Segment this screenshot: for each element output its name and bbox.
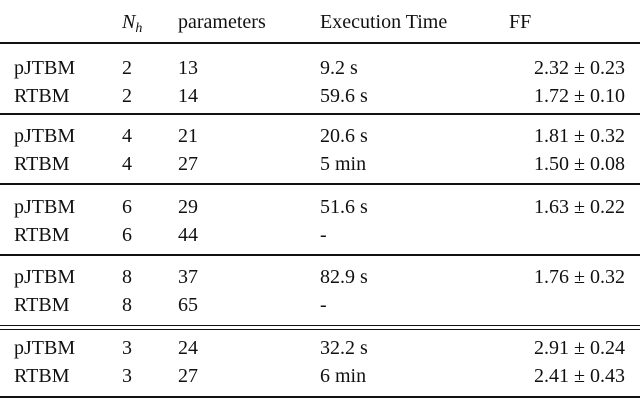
table-cell: 6 (122, 196, 132, 218)
header-cell: Execution Time (320, 11, 448, 33)
table-cell: 2 (122, 85, 132, 107)
table-cell: 5 min (320, 153, 367, 175)
row-label: pJTBM (14, 337, 76, 359)
table-cell: 4 (122, 153, 132, 175)
table-cell: 1.81 ± 0.32 (534, 125, 625, 147)
table-cell: 1.72 ± 0.10 (534, 85, 625, 107)
table-cell: 6 (122, 224, 132, 246)
table-cell: 1.50 ± 0.08 (534, 153, 625, 175)
header-cell: FF (509, 11, 532, 33)
row-label: pJTBM (14, 196, 76, 218)
table-cell: 1.76 ± 0.32 (534, 266, 625, 288)
table-cell: 51.6 s (320, 196, 368, 218)
table-cell: 14 (178, 85, 198, 107)
row-label: pJTBM (14, 266, 76, 288)
table-cell: 4 (122, 125, 132, 147)
header-cell: parameters (178, 11, 266, 33)
table-cell: 6 min (320, 365, 367, 387)
table-cell: 2.91 ± 0.24 (534, 337, 625, 359)
table-cell: 8 (122, 294, 132, 316)
rule (0, 254, 640, 256)
rule (0, 329, 640, 331)
table-cell: 27 (178, 365, 198, 387)
table-cell: 65 (178, 294, 198, 316)
table-cell: 2 (122, 57, 132, 79)
rule (0, 396, 640, 398)
table-cell: 8 (122, 266, 132, 288)
rule (0, 42, 640, 44)
table-cell: 32.2 s (320, 337, 368, 359)
table-cell: 2.32 ± 0.23 (534, 57, 625, 79)
table-cell: 27 (178, 153, 198, 175)
table-cell: 82.9 s (320, 266, 368, 288)
rule (0, 183, 640, 185)
table-cell: 24 (178, 337, 198, 359)
header-symbol: N (122, 11, 136, 33)
row-label: RTBM (14, 294, 70, 316)
row-label: RTBM (14, 153, 70, 175)
table-cell: 21 (178, 125, 198, 147)
table-cell: 9.2 s (320, 57, 358, 79)
table-cell: 37 (178, 266, 198, 288)
table-cell: 44 (178, 224, 198, 246)
row-label: pJTBM (14, 125, 76, 147)
row-label: RTBM (14, 224, 70, 246)
table-cell: 2.41 ± 0.43 (534, 365, 625, 387)
header-subscript: h (135, 21, 143, 36)
row-label: RTBM (14, 85, 70, 107)
table-cell: 3 (122, 365, 132, 387)
table-cell: - (320, 224, 327, 246)
table-cell: - (320, 294, 327, 316)
row-label: RTBM (14, 365, 70, 387)
header-cell: Nh (122, 10, 143, 36)
table-cell: 3 (122, 337, 132, 359)
row-label: pJTBM (14, 57, 76, 79)
rule (0, 113, 640, 115)
table-cell: 29 (178, 196, 198, 218)
table-cell: 13 (178, 57, 198, 79)
table-cell: 1.63 ± 0.22 (534, 196, 625, 218)
table-cell: 20.6 s (320, 125, 368, 147)
rule (0, 325, 640, 327)
table-cell: 59.6 s (320, 85, 368, 107)
